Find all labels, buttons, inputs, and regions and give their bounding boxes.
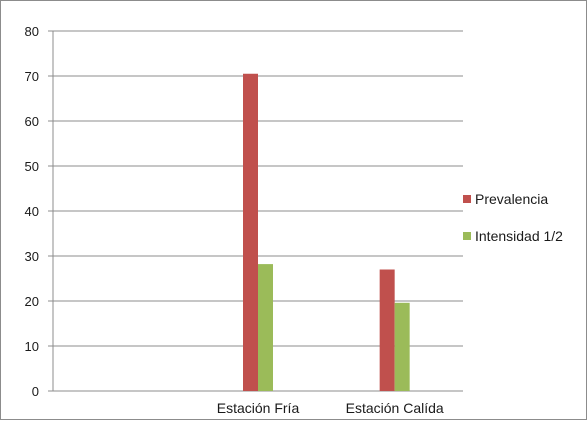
x-category-label: Estación Fría	[217, 400, 300, 416]
y-tick-label: 40	[25, 204, 39, 219]
bars	[243, 73, 410, 391]
y-tick-label: 20	[25, 294, 39, 309]
legend-label: Intensidad 1/2	[475, 228, 563, 244]
legend: Prevalencia Intensidad 1/2	[463, 191, 563, 244]
x-axis-categories: Estación Fría Estación Calída	[217, 400, 444, 416]
y-tick-label: 80	[25, 24, 39, 39]
y-tick-label: 10	[25, 339, 39, 354]
y-tick-label: 0	[32, 384, 39, 399]
y-tick-label: 60	[25, 114, 39, 129]
y-axis-ticks: 0 10 20 30 40 50 60 70 80	[25, 24, 39, 399]
bar-prevalencia-2	[379, 269, 395, 391]
legend-swatch	[463, 232, 471, 240]
bar-prevalencia-1	[243, 73, 258, 391]
y-tick-label: 30	[25, 249, 39, 264]
y-tick-label: 70	[25, 69, 39, 84]
legend-swatch	[463, 195, 471, 203]
bar-intensidad-1-2-2	[394, 302, 410, 391]
legend-label: Prevalencia	[475, 191, 548, 207]
y-tick-label: 50	[25, 159, 39, 174]
bar-intensidad-1-2-1	[258, 264, 273, 391]
x-category-label: Estación Calída	[346, 400, 444, 416]
